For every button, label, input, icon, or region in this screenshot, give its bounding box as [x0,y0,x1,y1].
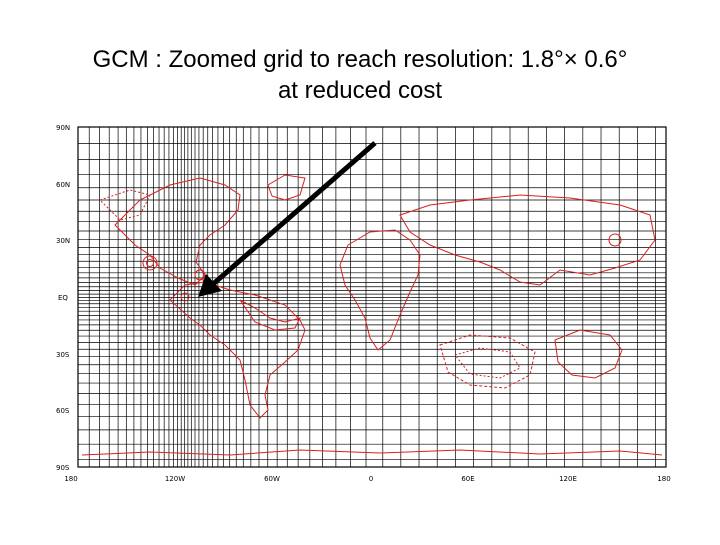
arrow-shaft [210,141,377,287]
grid-parallels [78,126,666,461]
contour-amazon-cluster [239,299,301,331]
slide-title: GCM : Zoomed grid to reach resolution: 1… [0,44,720,106]
title-line-2: at reduced cost [277,77,443,104]
lon-label-60W: 60W [264,475,280,483]
arrow-head [198,274,222,297]
latitude-labels: 90N 60N 30N EQ 30S 60S 90S [56,124,70,472]
lon-label-60E: 60E [461,475,474,483]
contour-eurasia [399,194,656,286]
contour-zoom-center [180,292,190,302]
contour-pacific-high-inner [146,259,154,267]
contour-indian-ocean [454,347,521,379]
map-frame [77,126,667,468]
red-contours [81,174,663,456]
contour-pacific-high [142,255,158,271]
contour-australia [554,329,623,379]
lat-label-90N: 90N [56,124,70,132]
contour-antarctica [81,449,663,456]
lat-label-60S: 60S [56,407,70,415]
contour-greenland [267,174,306,201]
contour-africa [339,229,421,351]
title-line-1: GCM : Zoomed grid to reach resolution: 1… [92,46,628,73]
lon-label-120W: 120W [165,475,185,483]
contour-west-pacific [608,233,622,247]
lat-label-60N: 60N [56,181,70,189]
zoom-arrow [198,141,377,297]
contour-caribbean [194,269,206,281]
lon-label-180w: 180 [64,475,77,483]
lat-label-EQ: EQ [58,294,68,302]
lat-label-30S: 30S [56,351,70,359]
lat-label-30N: 30N [56,237,70,245]
contour-south-america [169,281,306,419]
lon-label-0: 0 [369,475,373,483]
lon-label-120E: 120E [559,475,577,483]
lon-label-180e: 180 [657,475,670,483]
longitude-labels: 180 120W 60W 0 60E 120E 180 [64,475,670,483]
lat-label-90S: 90S [56,464,70,472]
contour-north-america [114,177,241,286]
